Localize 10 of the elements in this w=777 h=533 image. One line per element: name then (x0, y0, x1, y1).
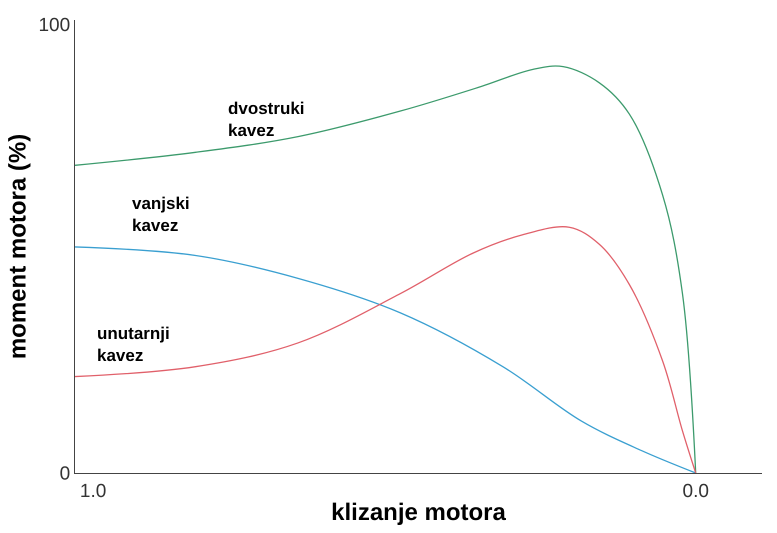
line-series (75, 65, 696, 473)
y-tick-label: 100 (38, 15, 70, 36)
series-label: dvostruki kavez (228, 99, 305, 140)
x-tick-label: 0.0 (682, 480, 709, 502)
x-axis-title: klizanje motora (331, 499, 507, 526)
x-tick-label: 1.0 (80, 480, 106, 502)
y-tick-label: 0 (60, 464, 70, 485)
series-label: vanjski kavez (132, 194, 190, 236)
series-label: unutarnji kavez (97, 324, 170, 366)
y-axis-title: moment motora (%) (4, 134, 32, 360)
